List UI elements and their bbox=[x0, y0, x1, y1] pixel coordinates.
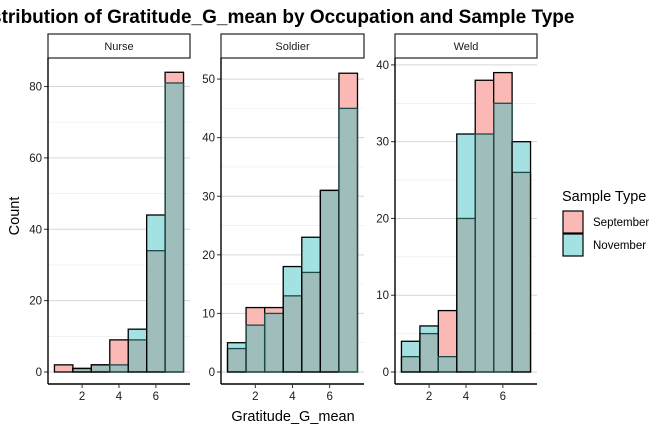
legend-swatch-november bbox=[562, 233, 584, 257]
facet-strip bbox=[220, 33, 365, 59]
bar-november bbox=[164, 82, 185, 373]
bar-overlap bbox=[338, 108, 358, 372]
facet-panel-nurse: Nurse 0 20 40 60 80 2 4 6 bbox=[29, 33, 191, 403]
bar-september-excess bbox=[475, 80, 494, 135]
bar-september-excess bbox=[264, 307, 284, 314]
bar-overlap bbox=[128, 339, 147, 372]
y-tick-label: 50 bbox=[202, 74, 215, 86]
bar-november-excess bbox=[128, 329, 147, 340]
bar-overlap bbox=[456, 218, 476, 372]
y-tick-label: 20 bbox=[202, 250, 215, 262]
bar-overlap bbox=[493, 103, 513, 373]
bar-september-excess bbox=[109, 339, 129, 365]
legend-label-september: September bbox=[593, 217, 649, 229]
bar-overlap bbox=[91, 364, 110, 372]
x-tick-label: 6 bbox=[500, 391, 506, 403]
legend-label-november: November bbox=[593, 240, 646, 252]
bar-overlap bbox=[246, 325, 265, 372]
facet-strip-label: Weld bbox=[454, 41, 479, 53]
bar-november-excess bbox=[283, 266, 302, 296]
y-tick-label: 40 bbox=[29, 224, 42, 236]
bar-november-excess bbox=[419, 325, 439, 334]
bar-september-excess bbox=[165, 72, 184, 83]
chart-title: Distribution of Gratitude_G_mean by Occu… bbox=[0, 7, 574, 28]
y-tick-label: 80 bbox=[29, 82, 42, 94]
bar-november-excess bbox=[456, 134, 476, 219]
y-tick-label: 40 bbox=[376, 60, 389, 72]
x-tick-label: 6 bbox=[153, 391, 159, 403]
y-tick-label: 20 bbox=[376, 213, 389, 225]
y-tick-label: 30 bbox=[376, 137, 389, 149]
x-tick-label: 2 bbox=[252, 391, 258, 403]
x-tick-label: 4 bbox=[116, 391, 123, 403]
x-axis-title: Gratitude_G_mean bbox=[231, 409, 354, 425]
bar-overlap bbox=[72, 368, 92, 372]
y-axis-title: Count bbox=[7, 197, 23, 236]
facet-strip bbox=[394, 33, 538, 59]
x-tick-label: 4 bbox=[289, 391, 296, 403]
x-tick-label: 6 bbox=[326, 391, 332, 403]
y-tick-label: 0 bbox=[36, 367, 42, 379]
x-tick-label: 2 bbox=[79, 391, 85, 403]
facet-panel-soldier: Soldier 0 10 20 30 40 50 2 4 6 bbox=[202, 33, 365, 403]
y-tick-label: 20 bbox=[29, 296, 42, 308]
bar-overlap bbox=[512, 172, 531, 372]
y-tick-label: 60 bbox=[29, 153, 42, 165]
bar-overlap bbox=[165, 82, 184, 373]
bar-overlap bbox=[264, 313, 284, 372]
bar-november-excess bbox=[512, 141, 531, 173]
bar-overlap bbox=[320, 190, 339, 372]
bar-overlap bbox=[438, 356, 457, 372]
bar-overlap bbox=[301, 272, 321, 372]
bar-overlap bbox=[419, 333, 439, 372]
bar-overlap bbox=[146, 250, 166, 372]
facet-strip bbox=[47, 33, 191, 59]
y-tick-label: 30 bbox=[202, 191, 215, 203]
bar-overlap bbox=[227, 348, 247, 372]
bar-november bbox=[511, 141, 532, 373]
bar-november-excess bbox=[146, 215, 166, 251]
bar-overlap bbox=[109, 364, 129, 372]
bar-november-excess bbox=[227, 342, 247, 349]
bar-september-excess bbox=[438, 310, 457, 357]
bar-september-excess bbox=[493, 72, 513, 104]
bar-november-excess bbox=[401, 341, 420, 357]
x-tick-label: 2 bbox=[426, 391, 432, 403]
y-tick-label: 10 bbox=[202, 308, 215, 320]
bar-overlap bbox=[283, 295, 302, 372]
bar-overlap bbox=[475, 134, 494, 372]
legend: Sample Type September November bbox=[562, 189, 649, 257]
facet-panel-weld: Weld 0 10 20 30 40 2 4 6 bbox=[376, 33, 538, 403]
facet-strip-label: Nurse bbox=[104, 41, 133, 53]
bar-september-excess bbox=[338, 73, 358, 109]
bar-november-excess bbox=[301, 237, 321, 273]
y-tick-label: 0 bbox=[383, 367, 389, 379]
legend-title: Sample Type bbox=[562, 189, 646, 205]
bar-overlap bbox=[401, 356, 420, 372]
y-tick-label: 0 bbox=[209, 367, 215, 379]
facet-strip-label: Soldier bbox=[275, 41, 310, 53]
bar-september-excess bbox=[54, 364, 73, 372]
bar-november bbox=[338, 107, 359, 373]
y-tick-label: 10 bbox=[376, 290, 389, 302]
x-tick-label: 4 bbox=[463, 391, 470, 403]
bar-september-excess bbox=[246, 307, 265, 326]
y-tick-label: 40 bbox=[202, 133, 215, 145]
legend-swatch-september bbox=[562, 210, 584, 234]
